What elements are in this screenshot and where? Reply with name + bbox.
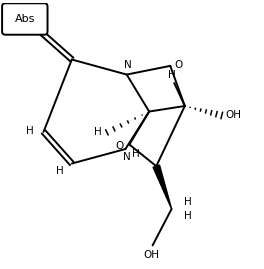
- Text: H: H: [183, 197, 191, 207]
- Text: O: O: [115, 141, 124, 151]
- Text: Abs: Abs: [15, 14, 35, 24]
- Text: H: H: [56, 167, 64, 176]
- Text: N: N: [123, 152, 131, 162]
- Polygon shape: [153, 165, 172, 209]
- Text: H: H: [168, 70, 176, 80]
- FancyBboxPatch shape: [2, 3, 48, 35]
- Text: H: H: [26, 126, 34, 136]
- Text: OH: OH: [143, 250, 159, 260]
- Text: H: H: [132, 149, 140, 159]
- Text: O: O: [174, 59, 182, 70]
- Text: N: N: [124, 60, 132, 70]
- Text: H: H: [94, 128, 102, 137]
- Text: OH: OH: [226, 110, 242, 120]
- Text: H: H: [183, 211, 191, 221]
